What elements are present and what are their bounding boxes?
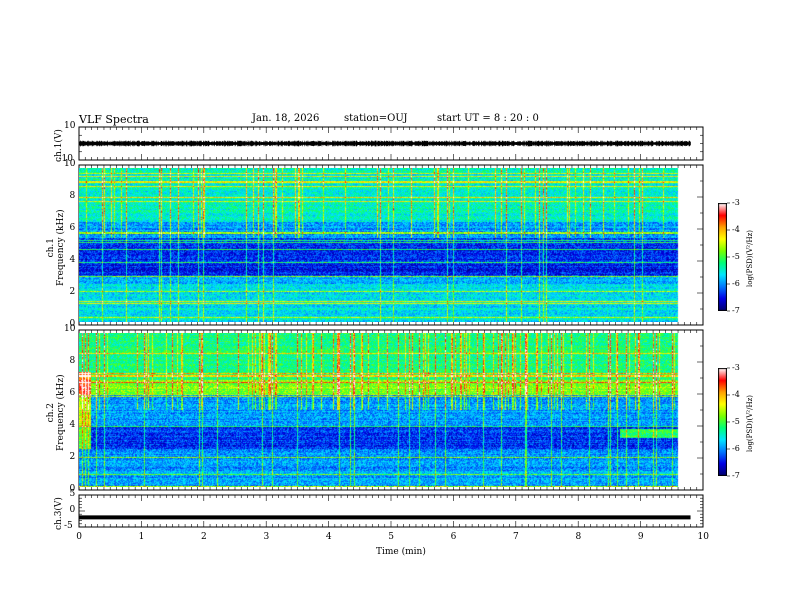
x-tick-label: 0 — [76, 532, 82, 542]
y-tick-label: 6 — [69, 388, 76, 398]
x-tick-label: 3 — [263, 532, 270, 542]
y-tick-label: 8 — [69, 191, 76, 201]
date-label: Jan. 18, 2026 — [252, 113, 320, 124]
ch2-spectrogram — [79, 333, 693, 487]
y-tick-label: 0 — [69, 319, 76, 329]
colorbar-tick-label: -6 — [732, 444, 740, 453]
y-tick-label: 2 — [69, 452, 76, 462]
colorbar-tick-label: -4 — [732, 225, 740, 234]
x-tick-label: 1 — [138, 532, 145, 542]
y-tick-label: -5 — [64, 521, 73, 531]
y-axis-label: ch.3(V) — [54, 496, 64, 530]
ch1-colorbar — [718, 203, 727, 311]
x-tick-label: 5 — [388, 532, 394, 542]
y-axis-label: ch.2 Frequency (kHz) — [46, 373, 66, 451]
y-tick-label: -10 — [58, 154, 74, 164]
ch1-spectrogram — [79, 168, 693, 322]
ch2-colorbar — [718, 368, 727, 476]
x-tick-label: 4 — [325, 532, 332, 542]
x-tick-label: 9 — [637, 532, 644, 542]
colorbar-tick-label: -5 — [732, 252, 740, 261]
ch1-waveform-trace — [78, 140, 691, 147]
y-tick-label: 6 — [69, 223, 76, 233]
colorbar-label: log(PSD)(V²/Hz) — [746, 230, 754, 287]
colorbar-tick-label: -7 — [732, 471, 740, 480]
colorbar-tick-label: -7 — [732, 306, 740, 315]
x-axis-label: Time (min) — [376, 547, 426, 557]
start-time-label: start UT = 8 : 20 : 0 — [437, 113, 539, 124]
colorbar-tick-label: -3 — [732, 198, 740, 207]
x-tick-label: 6 — [450, 532, 457, 542]
y-tick-label: 5 — [69, 489, 76, 499]
figure-title: VLF Spectra — [79, 113, 149, 126]
y-tick-label: 10 — [64, 159, 76, 169]
y-tick-label: 0 — [69, 505, 76, 515]
colorbar-tick-label: -6 — [732, 279, 740, 288]
axis-ticks — [78, 126, 730, 528]
x-tick-label: 7 — [513, 532, 519, 542]
colorbar-tick-label: -5 — [732, 417, 740, 426]
x-tick-label: 8 — [575, 532, 582, 542]
y-tick-label: 2 — [69, 287, 76, 297]
colorbar-tick-label: -4 — [732, 390, 740, 399]
x-tick-label: 10 — [697, 532, 709, 542]
ch1-waveform-line — [78, 140, 691, 147]
y-axis-label: ch.1 Frequency (kHz) — [46, 208, 66, 286]
station-label: station=OUJ — [344, 113, 408, 124]
y-tick-label: 10 — [64, 324, 76, 334]
colorbar-label: log(PSD)(V²/Hz) — [746, 395, 754, 452]
y-tick-label: 8 — [69, 356, 76, 366]
colorbar-tick-label: -3 — [732, 363, 740, 372]
y-tick-label: 4 — [69, 255, 76, 265]
y-axis-label: ch.1(V) — [54, 129, 64, 163]
y-tick-label: 10 — [64, 121, 76, 131]
y-tick-label: 0 — [69, 484, 76, 494]
x-tick-label: 2 — [201, 532, 207, 542]
y-tick-label: 4 — [69, 420, 76, 430]
